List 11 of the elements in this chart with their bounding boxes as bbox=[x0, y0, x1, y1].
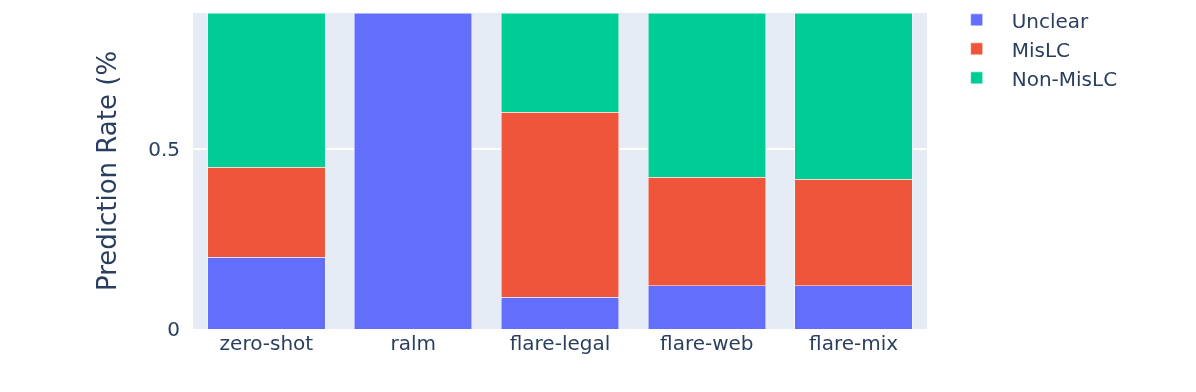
x-tick-label: flare-legal bbox=[509, 331, 611, 355]
y-tick-label: 0.5 bbox=[148, 137, 180, 162]
x-tick-label: zero-shot bbox=[219, 331, 314, 355]
y-tick-label: 0 bbox=[167, 317, 180, 341]
x-tick-label: flare-mix bbox=[809, 331, 899, 355]
legend-label: Unclear bbox=[1011, 8, 1090, 33]
legend-label: Non-MisLC bbox=[1011, 66, 1118, 91]
x-tick-label: flare-web bbox=[660, 331, 754, 355]
legend-label: MisLC bbox=[1011, 37, 1071, 62]
y-axis-title: Prediction Rate (% bbox=[91, 50, 122, 292]
x-tick-label: ralm bbox=[390, 331, 436, 355]
